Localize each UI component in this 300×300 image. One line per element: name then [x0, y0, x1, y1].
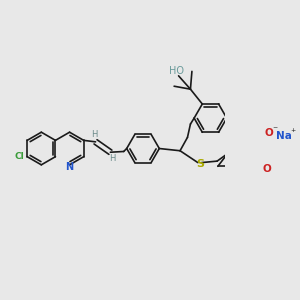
Text: O: O — [262, 164, 271, 173]
Text: H: H — [91, 130, 97, 139]
Text: S: S — [196, 159, 204, 169]
Text: ⁺: ⁺ — [290, 128, 295, 138]
Text: H: H — [109, 154, 115, 164]
Text: Na: Na — [276, 131, 292, 141]
Text: O: O — [265, 128, 273, 138]
Text: N: N — [65, 162, 74, 172]
Text: Cl: Cl — [14, 152, 24, 161]
Text: HO: HO — [169, 66, 184, 76]
Text: ⁻: ⁻ — [272, 126, 278, 136]
